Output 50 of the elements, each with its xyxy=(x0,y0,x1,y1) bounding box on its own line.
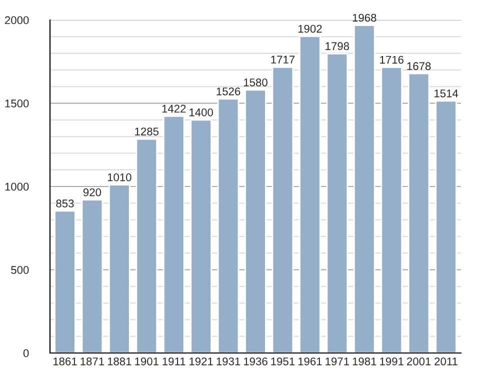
y-tick-label: 0 xyxy=(23,349,29,358)
data-label: 1580 xyxy=(244,78,268,86)
x-tick-label: 1981 xyxy=(352,357,376,366)
bar xyxy=(299,36,321,353)
data-label: 1526 xyxy=(216,87,240,96)
x-tick-label: 1961 xyxy=(298,357,322,366)
bar xyxy=(108,184,130,353)
bar xyxy=(54,210,76,353)
data-label: 1968 xyxy=(352,14,376,22)
data-label: 1514 xyxy=(434,90,458,98)
x-tick-label: 2001 xyxy=(407,357,431,366)
bar xyxy=(435,100,457,353)
data-label: 1285 xyxy=(135,128,159,136)
data-label: 1678 xyxy=(407,62,431,70)
bar xyxy=(326,52,348,353)
bar xyxy=(408,72,430,353)
x-tick-label: 1936 xyxy=(244,357,268,366)
bar xyxy=(81,199,104,353)
x-tick-label: 1911 xyxy=(162,357,186,366)
data-label: 1400 xyxy=(190,108,213,116)
x-tick-label: 1991 xyxy=(380,357,404,366)
y-tick-label: 1000 xyxy=(5,182,29,191)
bar xyxy=(162,116,185,353)
data-label: 920 xyxy=(83,188,102,196)
y-tick-label: 1500 xyxy=(5,100,29,108)
x-tick-label: 1951 xyxy=(271,357,295,366)
bar xyxy=(217,98,240,353)
bar xyxy=(353,24,376,353)
data-label: 1717 xyxy=(271,56,295,64)
bar xyxy=(136,138,158,353)
x-tick-label: 2011 xyxy=(434,357,458,366)
x-tick-label: 1881 xyxy=(108,357,132,366)
data-label: 1798 xyxy=(326,42,350,50)
x-tick-label: 1931 xyxy=(216,357,240,366)
data-label: 1716 xyxy=(380,56,404,64)
y-tick-label: 2000 xyxy=(5,16,29,24)
x-tick-label: 1861 xyxy=(53,357,77,366)
bar xyxy=(380,66,402,353)
data-label: 1010 xyxy=(108,173,132,182)
x-tick-label: 1901 xyxy=(135,357,158,366)
bar xyxy=(244,89,266,353)
bar xyxy=(190,119,212,353)
bar xyxy=(272,66,294,353)
data-label: 1422 xyxy=(162,104,186,113)
x-tick-label: 1921 xyxy=(190,357,213,366)
x-tick-label: 1871 xyxy=(80,357,104,366)
x-tick-label: 1971 xyxy=(326,357,349,366)
data-label: 1902 xyxy=(298,24,322,33)
y-tick-label: 500 xyxy=(11,266,29,274)
data-label: 853 xyxy=(56,200,74,208)
